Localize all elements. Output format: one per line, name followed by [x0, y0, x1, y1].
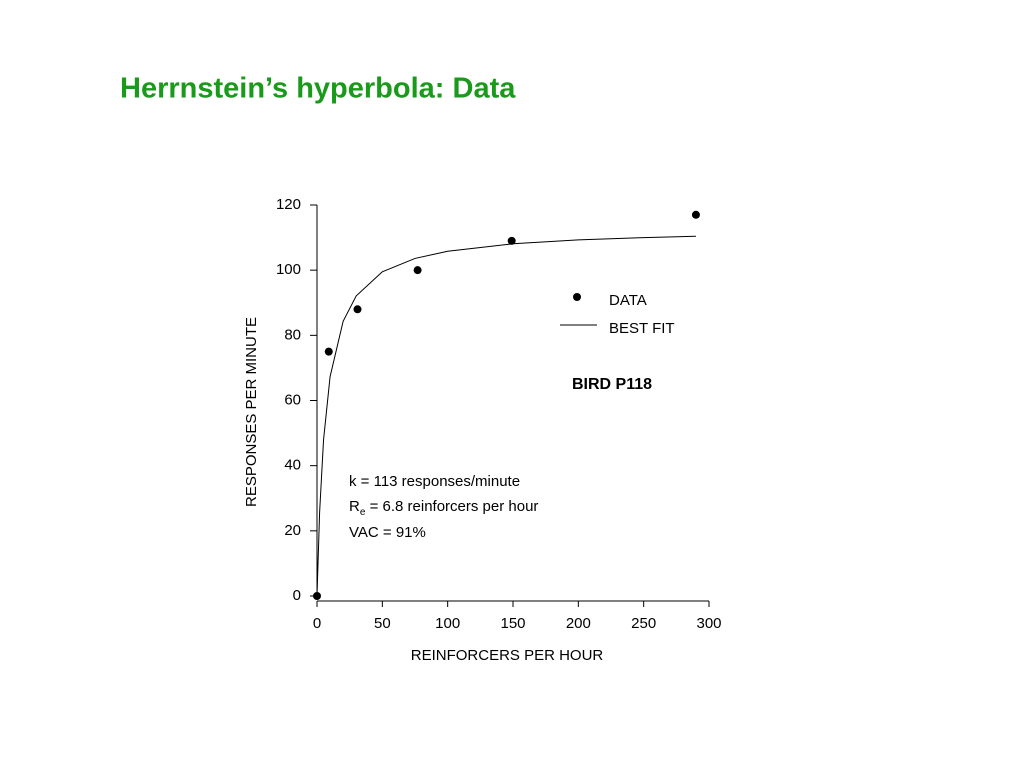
annotation-part: R — [349, 498, 360, 515]
legend-swatch — [573, 293, 581, 301]
data-point — [507, 236, 516, 245]
legend-label: BEST FIT — [609, 320, 675, 337]
x-tick-label: 300 — [696, 615, 721, 632]
y-tick-label: 0 — [293, 587, 301, 604]
slide-title: Herrnstein’s hyperbola: Data — [120, 73, 516, 105]
x-tick-label: 0 — [313, 615, 321, 632]
annotation-sub: e — [360, 507, 366, 518]
data-point — [413, 266, 422, 275]
data-point — [353, 305, 362, 314]
x-tick-label: 250 — [631, 615, 656, 632]
data-point — [691, 210, 700, 219]
y-tick-label: 100 — [276, 261, 301, 278]
annotation: k = 113 responses/minute — [349, 473, 520, 490]
annotation: BIRD P118 — [572, 376, 652, 393]
y-tick-label: 80 — [284, 326, 301, 343]
annotation: VAC = 91% — [349, 524, 426, 541]
x-tick-label: 50 — [374, 615, 391, 632]
x-tick-label: 150 — [500, 615, 525, 632]
y-tick-label: 40 — [284, 457, 301, 474]
x-axis-label: REINFORCERS PER HOUR — [411, 647, 604, 664]
annotation-part: = 6.8 reinforcers per hour — [365, 498, 538, 515]
y-tick-label: 20 — [284, 522, 301, 539]
legend-label: DATA — [609, 292, 647, 309]
annotation: Re = 6.8 reinforcers per hour — [349, 498, 538, 518]
y-tick-label: 120 — [276, 196, 301, 213]
y-tick-label: 60 — [284, 391, 301, 408]
x-tick-label: 100 — [435, 615, 460, 632]
x-tick-label: 200 — [566, 615, 591, 632]
y-axis-label: RESPONSES PER MINUTE — [243, 317, 260, 507]
fit-line — [316, 235, 696, 597]
data-point — [324, 347, 333, 356]
